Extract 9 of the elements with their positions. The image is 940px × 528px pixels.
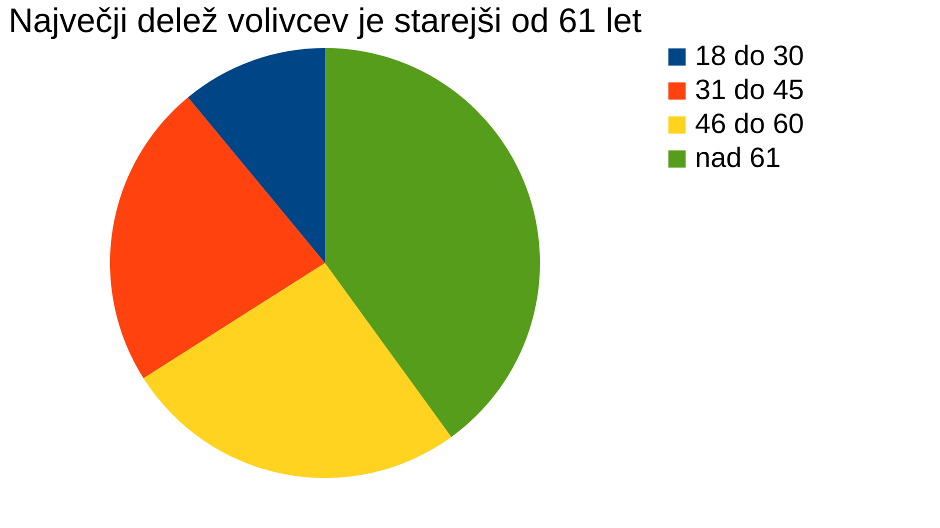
legend-label: 31 do 45 (695, 74, 804, 105)
legend-label: 18 do 30 (695, 40, 804, 71)
pie-slice (188, 48, 325, 263)
chart-title: Največji delež volivcev je starejši od 61 let (8, 2, 642, 40)
legend-label: nad 61 (695, 142, 781, 173)
pie-slice (143, 263, 452, 478)
pie-slice (325, 48, 540, 437)
legend-label: 46 do 60 (695, 108, 804, 139)
pie-slice (110, 97, 325, 378)
